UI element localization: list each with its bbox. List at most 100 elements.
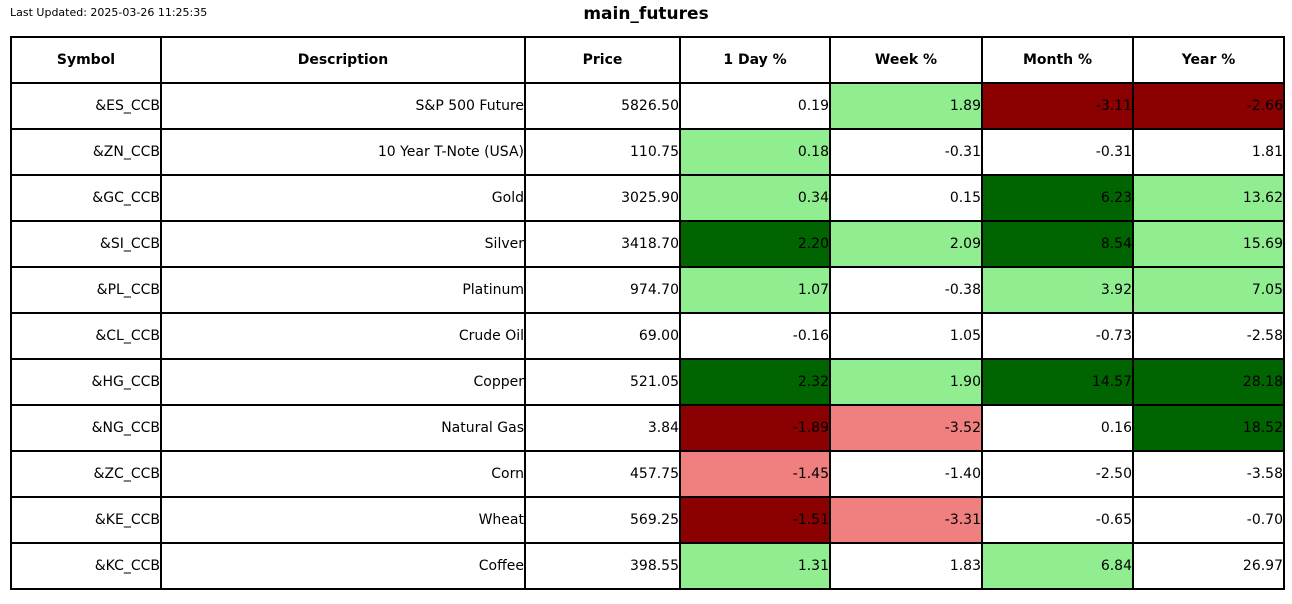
column-header-month-pct: Month % [981,36,1134,84]
table-row: &KC_CCB Coffee 398.55 1.31 1.83 6.84 26.97 [10,542,1285,590]
month-pct-cell: 6.84 [981,542,1134,590]
year-pct-cell: 26.97 [1132,542,1285,590]
description-cell: Crude Oil [160,312,526,360]
table-row: &ZN_CCB 10 Year T-Note (USA) 110.75 0.18 -0.… [10,128,1285,176]
price-cell: 69.00 [524,312,681,360]
week-pct-cell: 1.89 [829,82,983,130]
day-pct-cell: -0.16 [679,312,831,360]
table-header: Symbol Description Price 1 Day % Week % … [10,36,1285,84]
price-cell: 3418.70 [524,220,681,268]
year-pct-cell: 18.52 [1132,404,1285,452]
day-pct-cell: 0.19 [679,82,831,130]
description-cell: Silver [160,220,526,268]
table-row: &ZC_CCB Corn 457.75 -1.45 -1.40 -2.50 -3.58 [10,450,1285,498]
day-pct-cell: 0.34 [679,174,831,222]
symbol-cell: &ES_CCB [10,82,162,130]
column-header-description: Description [160,36,526,84]
day-pct-cell: -1.89 [679,404,831,452]
table-row: &HG_CCB Copper 521.05 2.32 1.90 14.57 28.18 [10,358,1285,406]
futures-table-body: &ES_CCB S&P 500 Future 5826.50 0.19 1.89 -3.1… [10,82,1285,590]
week-pct-cell: 1.83 [829,542,983,590]
description-cell: Wheat [160,496,526,544]
day-pct-cell: -1.45 [679,450,831,498]
symbol-cell: &SI_CCB [10,220,162,268]
month-pct-cell: -0.31 [981,128,1134,176]
month-pct-cell: 14.57 [981,358,1134,406]
month-pct-cell: -0.73 [981,312,1134,360]
week-pct-cell: 1.05 [829,312,983,360]
year-pct-cell: 7.05 [1132,266,1285,314]
table-row: &ES_CCB S&P 500 Future 5826.50 0.19 1.89 -3.1… [10,82,1285,130]
symbol-cell: &ZN_CCB [10,128,162,176]
price-cell: 569.25 [524,496,681,544]
month-pct-cell: 6.23 [981,174,1134,222]
day-pct-cell: -1.51 [679,496,831,544]
week-pct-cell: -3.52 [829,404,983,452]
month-pct-cell: 0.16 [981,404,1134,452]
column-header-week-pct: Week % [829,36,983,84]
month-pct-cell: 3.92 [981,266,1134,314]
price-cell: 5826.50 [524,82,681,130]
month-pct-cell: -2.50 [981,450,1134,498]
price-cell: 398.55 [524,542,681,590]
year-pct-cell: 15.69 [1132,220,1285,268]
year-pct-cell: 1.81 [1132,128,1285,176]
week-pct-cell: -1.40 [829,450,983,498]
symbol-cell: &CL_CCB [10,312,162,360]
description-cell: Gold [160,174,526,222]
table-row: &GC_CCB Gold 3025.90 0.34 0.15 6.23 13.62 [10,174,1285,222]
price-cell: 521.05 [524,358,681,406]
column-header-price: Price [524,36,681,84]
column-header-1day-pct: 1 Day % [679,36,831,84]
description-cell: Platinum [160,266,526,314]
week-pct-cell: 1.90 [829,358,983,406]
week-pct-cell: -3.31 [829,496,983,544]
table-row: &NG_CCB Natural Gas 3.84 -1.89 -3.52 0.16 18.5… [10,404,1285,452]
table-row: &PL_CCB Platinum 974.70 1.07 -0.38 3.92 7.05 [10,266,1285,314]
description-cell: 10 Year T-Note (USA) [160,128,526,176]
month-pct-cell: 8.54 [981,220,1134,268]
table-row: &CL_CCB Crude Oil 69.00 -0.16 1.05 -0.73 -2.58 [10,312,1285,360]
header-row: Symbol Description Price 1 Day % Week % … [10,36,1285,84]
symbol-cell: &GC_CCB [10,174,162,222]
description-cell: Corn [160,450,526,498]
last-updated-text: Last Updated: 2025-03-26 11:25:35 [10,6,208,19]
year-pct-cell: 28.18 [1132,358,1285,406]
table-row: &KE_CCB Wheat 569.25 -1.51 -3.31 -0.65 -0.70 [10,496,1285,544]
futures-table: Symbol Description Price 1 Day % Week % … [10,36,1285,590]
price-cell: 3.84 [524,404,681,452]
week-pct-cell: 2.09 [829,220,983,268]
table-row: &SI_CCB Silver 3418.70 2.20 2.09 8.54 15.69 [10,220,1285,268]
price-cell: 974.70 [524,266,681,314]
symbol-cell: &KE_CCB [10,496,162,544]
day-pct-cell: 2.32 [679,358,831,406]
price-cell: 3025.90 [524,174,681,222]
year-pct-cell: -2.58 [1132,312,1285,360]
year-pct-cell: 13.62 [1132,174,1285,222]
year-pct-cell: -0.70 [1132,496,1285,544]
symbol-cell: &PL_CCB [10,266,162,314]
year-pct-cell: -2.66 [1132,82,1285,130]
day-pct-cell: 1.31 [679,542,831,590]
column-header-symbol: Symbol [10,36,162,84]
symbol-cell: &ZC_CCB [10,450,162,498]
page-title: main_futures [583,4,709,24]
week-pct-cell: -0.31 [829,128,983,176]
symbol-cell: &KC_CCB [10,542,162,590]
description-cell: Copper [160,358,526,406]
symbol-cell: &HG_CCB [10,358,162,406]
price-cell: 110.75 [524,128,681,176]
price-cell: 457.75 [524,450,681,498]
column-header-year-pct: Year % [1132,36,1285,84]
month-pct-cell: -3.11 [981,82,1134,130]
day-pct-cell: 0.18 [679,128,831,176]
month-pct-cell: -0.65 [981,496,1134,544]
day-pct-cell: 1.07 [679,266,831,314]
description-cell: Natural Gas [160,404,526,452]
description-cell: Coffee [160,542,526,590]
week-pct-cell: -0.38 [829,266,983,314]
week-pct-cell: 0.15 [829,174,983,222]
year-pct-cell: -3.58 [1132,450,1285,498]
description-cell: S&P 500 Future [160,82,526,130]
